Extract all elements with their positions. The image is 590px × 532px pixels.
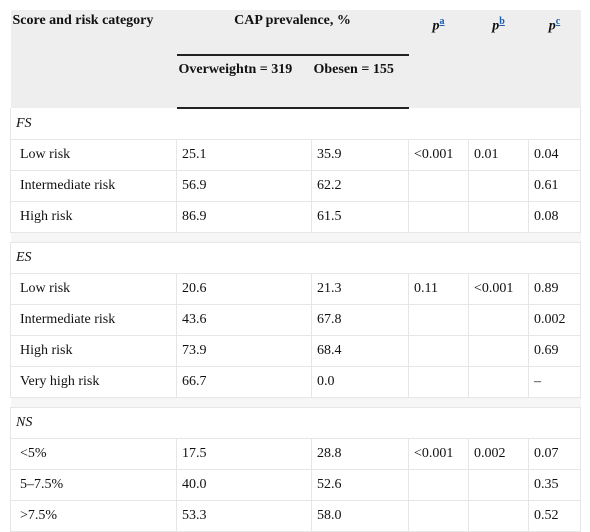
header-p-b: pb xyxy=(468,10,529,108)
table-body: FS Low risk 25.1 35.9 <0.001 0.01 0.04 Intermed… xyxy=(10,108,581,532)
spacer-cell xyxy=(10,397,581,408)
table-row: High risk 73.9 68.4 0.69 xyxy=(10,335,581,367)
spacer-cell xyxy=(10,232,581,243)
cell-pc: 0.69 xyxy=(528,335,581,367)
cell-obese: 61.5 xyxy=(311,201,409,233)
cell-pb: 0.002 xyxy=(468,438,529,470)
cell-pa xyxy=(408,170,469,202)
table-row: >7.5% 53.3 58.0 0.52 xyxy=(10,500,581,532)
cell-pa: <0.001 xyxy=(408,139,469,171)
section-label: ES xyxy=(10,242,581,274)
cell-label: Low risk xyxy=(10,273,177,305)
section-label: FS xyxy=(10,108,581,140)
table-row: High risk 86.9 61.5 0.08 xyxy=(10,201,581,233)
cell-pb xyxy=(468,500,529,532)
cell-pb xyxy=(468,170,529,202)
cell-pc: 0.07 xyxy=(528,438,581,470)
cell-pc: 0.52 xyxy=(528,500,581,532)
cell-pb xyxy=(468,469,529,501)
cell-pa xyxy=(408,335,469,367)
cell-overweight: 66.7 xyxy=(176,366,312,398)
cell-pb: 0.01 xyxy=(468,139,529,171)
cell-obese: 0.0 xyxy=(311,366,409,398)
section-row: ES xyxy=(10,242,581,274)
cap-prevalence-table-container: Score and risk category CAP prevalence, … xyxy=(10,10,581,532)
cell-overweight: 40.0 xyxy=(176,469,312,501)
cell-label: 5–7.5% xyxy=(10,469,177,501)
cell-pc: 0.002 xyxy=(528,304,581,336)
header-score-category: Score and risk category xyxy=(10,10,177,108)
cell-pc: 0.08 xyxy=(528,201,581,233)
cell-pb xyxy=(468,335,529,367)
cell-pa: 0.11 xyxy=(408,273,469,305)
cap-prevalence-table: Score and risk category CAP prevalence, … xyxy=(10,10,581,532)
cell-pc: 0.89 xyxy=(528,273,581,305)
section-spacer xyxy=(10,232,581,243)
cell-pa xyxy=(408,304,469,336)
cell-label: Very high risk xyxy=(10,366,177,398)
cell-pb: <0.001 xyxy=(468,273,529,305)
header-p-a: pa xyxy=(408,10,469,108)
cell-obese: 28.8 xyxy=(311,438,409,470)
cell-overweight: 73.9 xyxy=(176,335,312,367)
table-row: Intermediate risk 56.9 62.2 0.61 xyxy=(10,170,581,202)
cell-pb xyxy=(468,304,529,336)
header-obese: Obesen = 155 xyxy=(311,55,409,109)
cell-pc: 0.35 xyxy=(528,469,581,501)
cell-pa xyxy=(408,366,469,398)
table-row: Intermediate risk 43.6 67.8 0.002 xyxy=(10,304,581,336)
cell-pa: <0.001 xyxy=(408,438,469,470)
header-overweight: Overweightn = 319 xyxy=(176,55,312,109)
cell-obese: 21.3 xyxy=(311,273,409,305)
cell-label: Low risk xyxy=(10,139,177,171)
section-spacer xyxy=(10,397,581,408)
cell-obese: 35.9 xyxy=(311,139,409,171)
section-label: NS xyxy=(10,407,581,439)
table-row: <5% 17.5 28.8 <0.001 0.002 0.07 xyxy=(10,438,581,470)
header-p-c: pc xyxy=(528,10,581,108)
cell-overweight: 17.5 xyxy=(176,438,312,470)
table-row: 5–7.5% 40.0 52.6 0.35 xyxy=(10,469,581,501)
cell-overweight: 25.1 xyxy=(176,139,312,171)
cell-label: Intermediate risk xyxy=(10,170,177,202)
cell-obese: 58.0 xyxy=(311,500,409,532)
cell-obese: 52.6 xyxy=(311,469,409,501)
cell-pa xyxy=(408,201,469,233)
footnote-b-link[interactable]: b xyxy=(499,16,505,27)
section-row: FS xyxy=(10,108,581,140)
cell-overweight: 53.3 xyxy=(176,500,312,532)
cell-pb xyxy=(468,366,529,398)
table-row: Low risk 20.6 21.3 0.11 <0.001 0.89 xyxy=(10,273,581,305)
header-cap-prevalence: CAP prevalence, % xyxy=(176,10,409,56)
cell-overweight: 56.9 xyxy=(176,170,312,202)
cell-obese: 67.8 xyxy=(311,304,409,336)
table-row: Very high risk 66.7 0.0 – xyxy=(10,366,581,398)
cell-overweight: 43.6 xyxy=(176,304,312,336)
cell-label: Intermediate risk xyxy=(10,304,177,336)
cell-pb xyxy=(468,201,529,233)
cell-label: >7.5% xyxy=(10,500,177,532)
section-row: NS xyxy=(10,407,581,439)
cell-obese: 62.2 xyxy=(311,170,409,202)
cell-pc: 0.04 xyxy=(528,139,581,171)
cell-pc: 0.61 xyxy=(528,170,581,202)
cell-label: <5% xyxy=(10,438,177,470)
cell-overweight: 20.6 xyxy=(176,273,312,305)
cell-pa xyxy=(408,469,469,501)
table-row: Low risk 25.1 35.9 <0.001 0.01 0.04 xyxy=(10,139,581,171)
cell-label: High risk xyxy=(10,335,177,367)
footnote-a-link[interactable]: a xyxy=(439,16,445,27)
cell-obese: 68.4 xyxy=(311,335,409,367)
cell-label: High risk xyxy=(10,201,177,233)
cell-overweight: 86.9 xyxy=(176,201,312,233)
cell-pa xyxy=(408,500,469,532)
footnote-c-link[interactable]: c xyxy=(555,16,561,27)
cell-pc: – xyxy=(528,366,581,398)
